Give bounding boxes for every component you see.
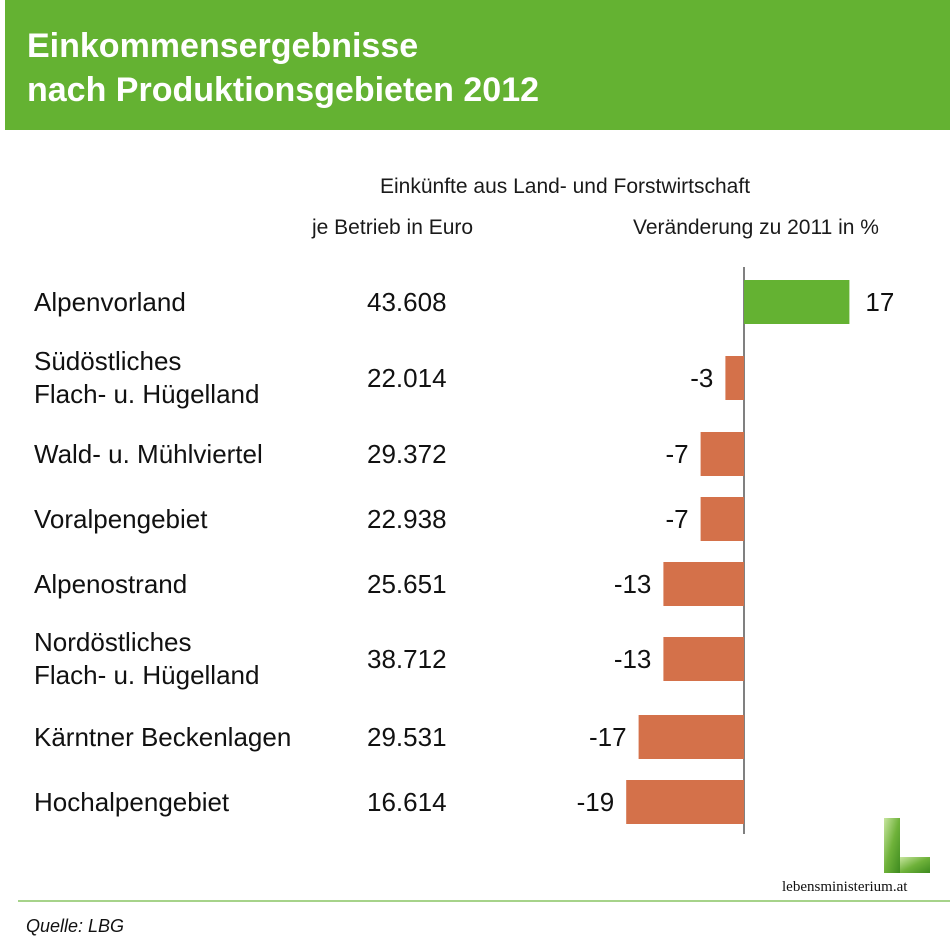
change-bar — [638, 715, 744, 759]
change-bar — [663, 637, 744, 681]
change-label: -17 — [589, 722, 627, 752]
change-bar — [744, 280, 850, 324]
change-bar — [700, 497, 744, 541]
source-note: Quelle: LBG — [26, 916, 125, 936]
chart-title-line2: nach Produktionsgebieten 2012 — [27, 71, 540, 109]
income-value: 29.372 — [367, 438, 447, 469]
column-header-income: je Betrieb in Euro — [312, 216, 474, 239]
region-label-line: Nordöstliches — [34, 627, 192, 657]
logo-text: lebensministerium.at — [782, 879, 908, 895]
region-label-line: Südöstliches — [34, 346, 182, 376]
region-label-line: Kärntner Beckenlagen — [34, 721, 292, 752]
leaf-logo-icon — [884, 818, 930, 873]
income-value: 38.712 — [367, 643, 447, 674]
region-label: Wald- u. Mühlviertel — [34, 438, 263, 471]
income-value: 29.531 — [367, 721, 447, 752]
change-bar — [626, 780, 744, 824]
region-label: Alpenostrand — [34, 568, 187, 601]
header-super: Einkünfte aus Land- und Forstwirtschaft — [380, 175, 751, 198]
change-label: -7 — [665, 439, 688, 469]
title-banner: Einkommensergebnisse nach Produktionsgeb… — [5, 0, 950, 130]
income-value: 43.608 — [367, 286, 447, 317]
chart-title-line1: Einkommensergebnisse — [27, 27, 419, 65]
region-label-line: Wald- u. Mühlviertel — [34, 438, 263, 469]
region-label: Südöstliches Flach- u. Hügelland — [34, 345, 259, 411]
change-label: 17 — [865, 287, 894, 317]
change-bar — [663, 562, 744, 606]
change-label: -19 — [577, 787, 615, 817]
region-label-line: Flach- u. Hügelland — [34, 660, 260, 690]
region-label: Voralpengebiet — [34, 503, 207, 536]
region-label-line: Hochalpengebiet — [34, 786, 230, 817]
change-label: -13 — [614, 569, 652, 599]
change-bar — [700, 432, 744, 476]
region-label: Kärntner Beckenlagen — [34, 721, 291, 754]
income-value: 22.938 — [367, 503, 447, 534]
change-label: -7 — [665, 504, 688, 534]
region-label: Hochalpengebiet — [34, 786, 229, 819]
region-label-line: Voralpengebiet — [34, 503, 208, 534]
region-label-line: Flach- u. Hügelland — [34, 379, 260, 409]
column-header-change: Veränderung zu 2011 in % — [633, 216, 879, 239]
region-label-line: Alpenvorland — [34, 286, 186, 317]
change-label: -13 — [614, 644, 652, 674]
region-label-line: Alpenostrand — [34, 568, 188, 599]
change-bar — [725, 356, 744, 400]
change-label: -3 — [690, 363, 713, 393]
income-value: 22.014 — [367, 362, 447, 393]
region-label: Alpenvorland — [34, 286, 186, 319]
income-value: 25.651 — [367, 568, 447, 599]
region-label: Nordöstliches Flach- u. Hügelland — [34, 626, 259, 692]
income-value: 16.614 — [367, 786, 447, 817]
footer-divider — [18, 900, 950, 902]
